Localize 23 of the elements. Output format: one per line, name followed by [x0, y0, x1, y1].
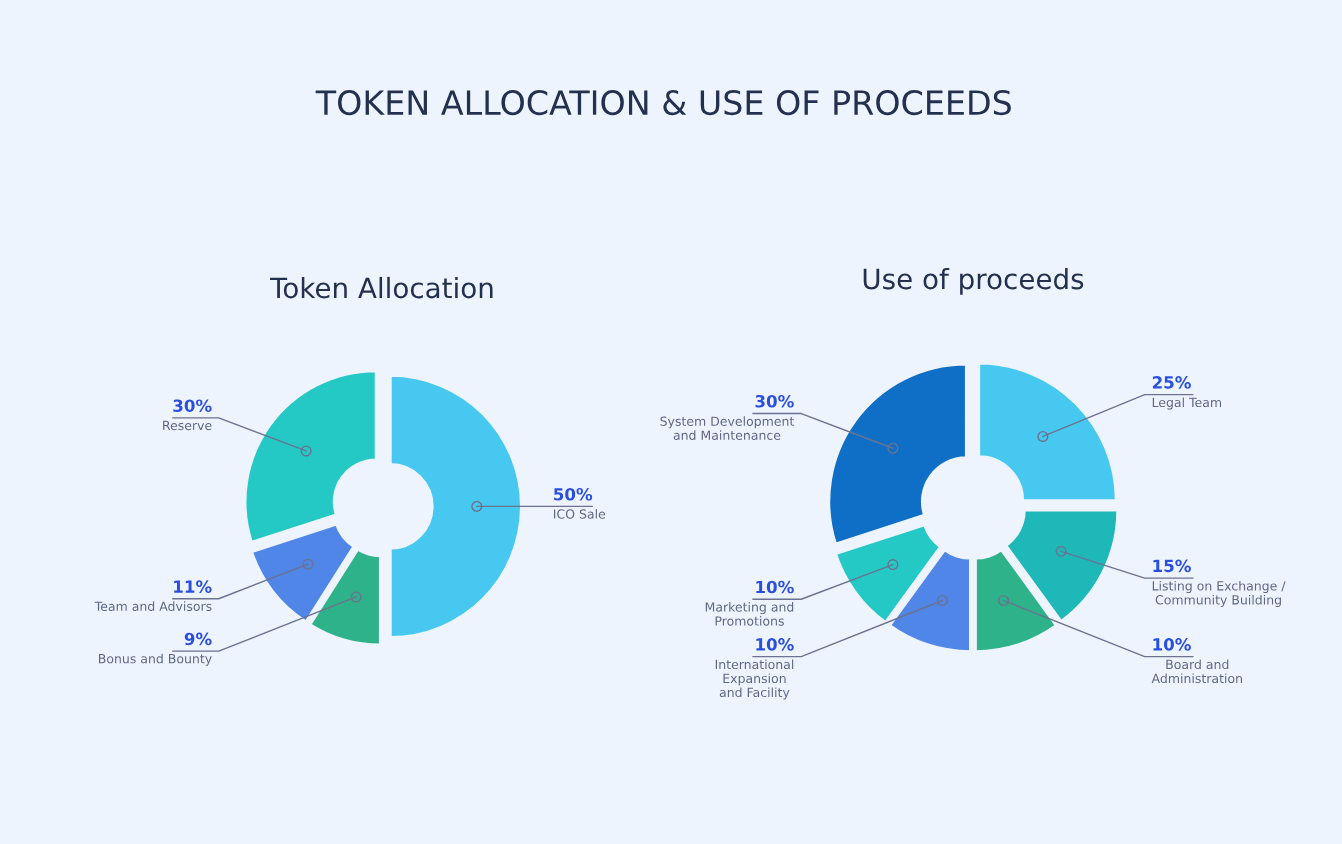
slice-label: ICO Sale: [554, 509, 606, 519]
data-label: 10%: [756, 638, 794, 651]
slice-label: Marketing and Promotions: [705, 602, 794, 626]
data-label: 50%: [554, 487, 593, 501]
chart-title: Use of proceeds: [863, 267, 1084, 295]
data-label: 10%: [756, 580, 794, 594]
data-label: 9%: [184, 632, 212, 646]
slice-label: Board and Administration: [1151, 659, 1242, 684]
slice-label: Listing on Exchange / Community Building: [1152, 580, 1286, 607]
chart-title: Token Allocation: [270, 276, 493, 299]
data-label: 11%: [174, 580, 212, 593]
data-label: 15%: [1153, 559, 1191, 573]
slice-label: Legal Team: [1152, 397, 1222, 410]
slice-label: Team and Advisors: [94, 601, 212, 612]
slice-label: System Development and Maintenance: [660, 416, 795, 440]
data-label: 30%: [755, 394, 794, 408]
data-label: 25%: [1152, 376, 1191, 389]
slice-label: Reserve: [163, 420, 212, 431]
text: TOKEN ALLOCATION & USE OF PROCEEDS: [315, 89, 1011, 116]
slice-label: International Expansion and Facility: [715, 659, 794, 700]
data-label: 30%: [173, 399, 212, 412]
data-label: 10%: [1153, 638, 1191, 651]
slice-label: Bonus and Bounty: [98, 653, 212, 666]
